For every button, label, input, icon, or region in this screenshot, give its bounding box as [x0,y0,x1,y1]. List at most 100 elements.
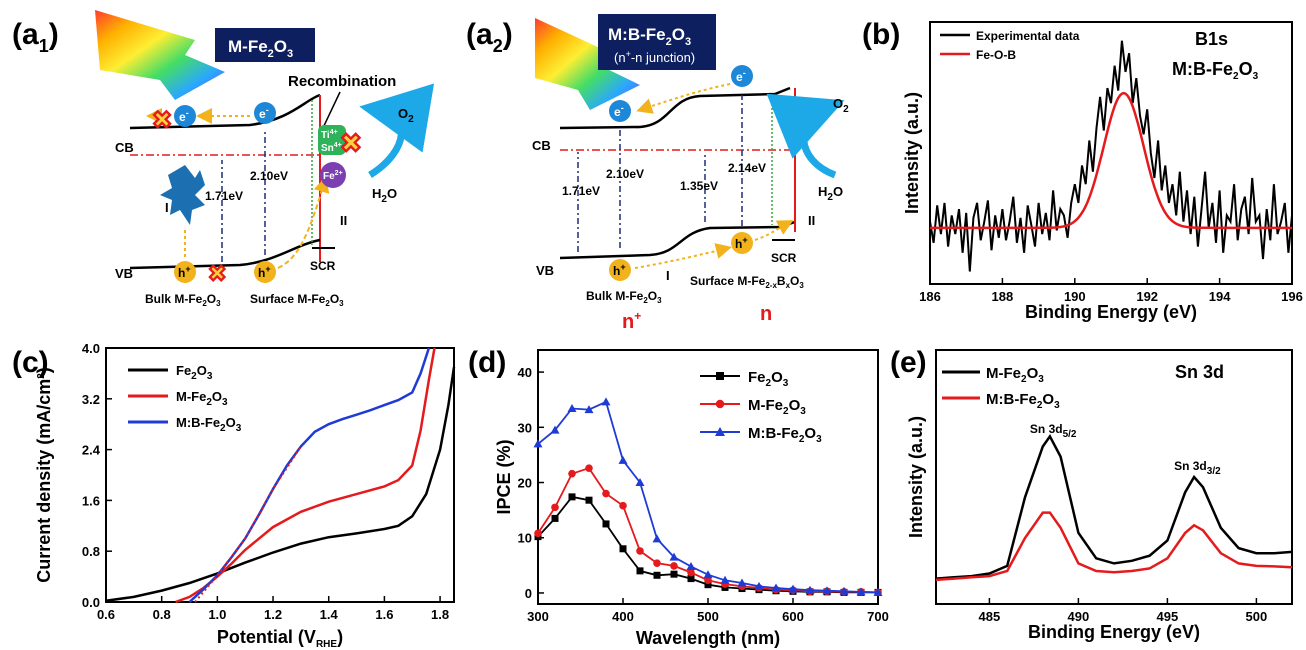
series-d-0-point [585,496,593,504]
recombination-label: Recombination [288,73,396,90]
legend-label-d-1: M-Fe2O3 [748,397,806,417]
y-tick-label: 1.6 [82,493,100,508]
y-tick-label: 2.4 [82,443,101,458]
series-experimental-line [929,40,1293,272]
a2-gap-2-label: 2.10eV [606,167,644,181]
a1-electron-2 [254,102,276,124]
a1-oxidation-arrow-icon [359,83,435,178]
x-tick-label: 192 [1136,289,1158,304]
legend-label-c-0: Fe2O3 [176,363,213,382]
series-d-1-point [568,469,576,478]
a1-hole-2 [254,261,276,283]
a2-cb-band [559,86,791,130]
panel-d-label: (d) [468,346,506,379]
plot-frame [105,347,455,603]
series-d-1-point [636,547,644,555]
series-d-1-point [687,568,695,577]
y-tick-label: 40 [518,365,532,380]
panel-a2: (a2) M:B-Fe2O3 (n+-n junction) CB VB e- … [466,14,849,333]
x-tick-label: 500 [1246,609,1268,624]
series-d-0-point [619,545,627,553]
light-arrow-icon [95,10,225,100]
legend-label-experimental: Experimental data [976,29,1080,43]
series-d-1-point [602,489,610,498]
chart-e: 485 490 495 500 M-Fe2O3 M:B-Fe2O3 Sn 3d Sn 3d5/… [906,349,1293,642]
a1-o2-label: O2 [398,106,414,125]
chart-e-peak-label-0: Sn 3d5/2 [1030,422,1077,440]
series-d-0-point [704,581,712,589]
a1-hole-1-label: h+ [178,264,191,280]
panel-a2-label: (a2) [466,18,513,56]
a1-cb-label: CB [115,140,134,155]
a1-cb-band [129,93,321,130]
a2-electron-1-label: e- [614,103,624,119]
series-d-1-point [653,559,661,567]
x-tick-label: 490 [1068,609,1090,624]
legend-label-e-1: M:B-Fe2O3 [986,391,1060,411]
x-tick-label: 495 [1157,609,1179,624]
a1-surface-x-icon: ✖ [340,128,362,158]
a1-h2o-label: H2O [372,186,397,205]
a2-surface-label: Surface M-Fe2-xBxO3 [690,274,804,290]
series-d-2-point [720,575,730,584]
a1-bulk-label: Bulk M-Fe2O3 [145,292,221,308]
chart-e-peak-label-1: Sn 3d3/2 [1174,459,1221,477]
a2-o2-label: O2 [833,96,849,115]
series-d-2-point [584,405,594,414]
series-d-2-point [856,587,866,596]
series-d-0-point [653,571,661,579]
chart-b-xlabel: Binding Energy (eV) [1025,302,1197,322]
series-d-1-point [619,501,627,510]
series-d-2-point [550,425,560,434]
chart-e-title: Sn 3d [1175,362,1224,382]
a2-hole-flow [634,243,732,269]
a1-surface-label: Surface M-Fe2O3 [250,292,344,308]
x-tick-label: 600 [782,609,804,624]
x-tick-label: 0.8 [153,607,171,622]
a1-electron-1-label: e- [179,108,189,124]
a1-defect-star-icon [160,165,205,225]
series-d-0-point [568,493,576,501]
a2-roman-1: I [666,268,670,283]
series-c-2-line [188,347,431,603]
a2-hole-1-label: h+ [613,262,626,278]
chart-d: 300 400 500 600 700 0 10 20 30 40 Fe2O3 M-Fe2O3 M:B-… [494,349,889,648]
a2-hole-1 [609,259,631,281]
a2-h2o-label: H2O [818,184,843,203]
a2-oxidation-arrow-icon [766,93,845,179]
x-tick-label: 500 [697,609,719,624]
series-d-2-point [601,397,611,406]
series-d-1-point [534,529,542,538]
plot-frame [929,21,1293,285]
y-tick-label: 0 [525,586,532,601]
a1-fe-state [320,162,346,188]
series-d-2-point [754,581,764,590]
series-c-0-line [105,366,456,602]
x-tick-label: 1.0 [208,607,226,622]
y-tick-label: 4.0 [82,341,100,356]
legend-marker-d-1 [715,399,725,409]
series-e-1-line [935,511,1293,582]
x-tick-label: 700 [867,609,889,624]
series-d-1-point [585,464,593,472]
a1-block-x-icon: ✖ [152,107,172,134]
x-tick-label: 1.8 [431,607,449,622]
a1-hole-1 [174,261,196,283]
a1-gap-1-label: 1.71eV [205,189,243,203]
chart-d-ylabel: IPCE (%) [494,439,514,514]
x-tick-label: 400 [612,609,634,624]
a2-gap-4-label: 2.14eV [728,161,766,175]
series-d-0-point [636,567,644,575]
x-tick-label: 485 [979,609,1001,624]
y-tick-label: 20 [518,476,532,491]
a2-n-label: n [760,303,772,325]
a1-ti-sn-state [318,125,346,155]
series-d-2-point [686,561,696,570]
a1-title-box [215,28,315,62]
chart-c: 0.6 0.8 1.0 1.2 1.4 1.6 1.8 0.0 0.8 1.6 2.4 3.2 4.0 F… [34,341,456,650]
series-d-2-point [771,583,781,592]
y-tick-label: 30 [518,420,532,435]
x-tick-label: 300 [527,609,549,624]
a2-title-line2: (n+-n junction) [614,49,695,65]
a1-gap-2-label: 2.10eV [250,169,288,183]
